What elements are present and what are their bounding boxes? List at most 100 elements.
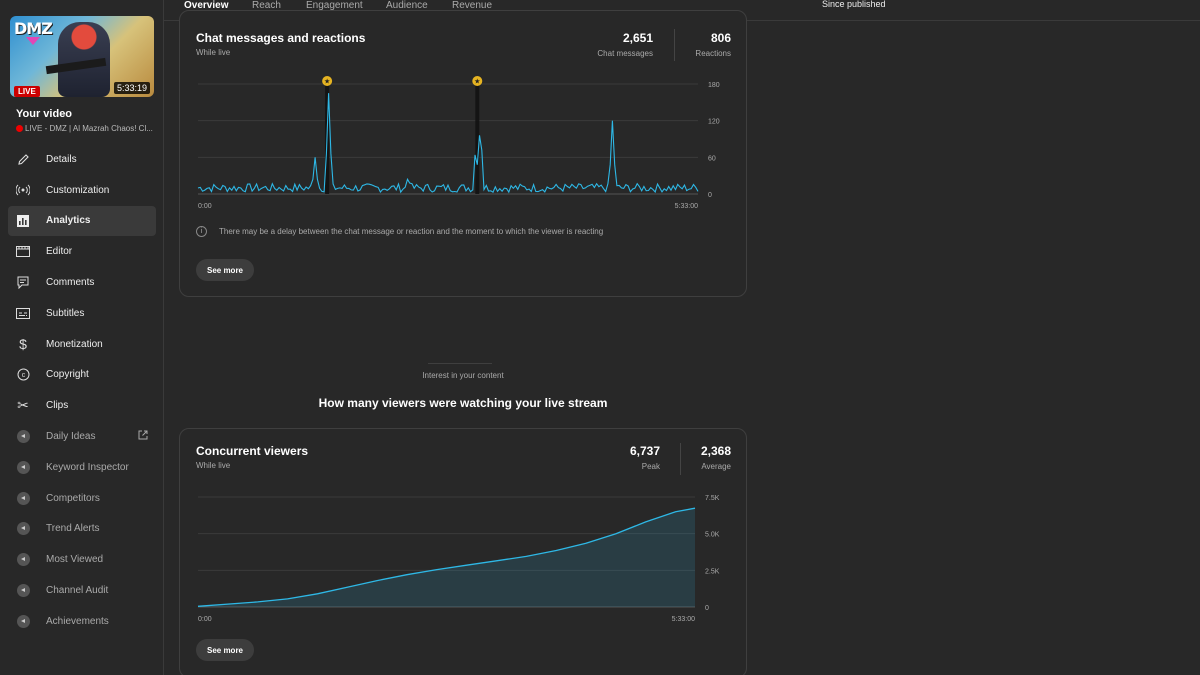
- extension-icon: [16, 553, 30, 567]
- sidebar-item-subtitles[interactable]: Subtitles: [8, 298, 156, 329]
- chat-messages-stat: 2,651 Chat messages: [597, 31, 653, 58]
- average-stat: 2,368 Average: [701, 444, 731, 471]
- star-glyph: ★: [324, 78, 330, 86]
- stat-label: Peak: [641, 462, 660, 471]
- y-tick-label: 7.5K: [705, 495, 720, 502]
- sidebar-item-clips[interactable]: ✂ Clips: [8, 390, 156, 421]
- sidebar: DMZ LIVE 5:33:19 Your video LIVE - DMZ |…: [0, 0, 164, 675]
- sidebar-item-copyright[interactable]: c Copyright: [8, 360, 156, 391]
- tab-engagement[interactable]: Engagement: [306, 0, 363, 11]
- tab-revenue[interactable]: Revenue: [452, 0, 493, 11]
- duration-badge: 5:33:19: [113, 82, 150, 94]
- sidebar-item-details[interactable]: Details: [8, 144, 156, 175]
- extension-icon: [16, 430, 30, 444]
- live-dot-icon: [16, 125, 23, 132]
- chat-series-line: [197, 93, 699, 194]
- card-subtitle: While live: [196, 461, 231, 470]
- sidebar-item-monetization[interactable]: $ Monetization: [8, 329, 156, 360]
- sidebar-nav: Details Customization Analytics Editor C…: [8, 144, 156, 637]
- extension-icon: [16, 460, 30, 474]
- sidebar-item-label: Competitors: [46, 492, 100, 504]
- sidebar-item-keyword-inspector[interactable]: Keyword Inspector: [8, 452, 156, 483]
- y-tick-label: 0: [708, 192, 712, 199]
- sidebar-item-competitors[interactable]: Competitors: [8, 483, 156, 514]
- copyright-icon: c: [16, 368, 30, 382]
- stat-divider: [674, 29, 675, 61]
- sidebar-item-label: Achievements: [46, 615, 109, 627]
- tab-overview[interactable]: Overview: [184, 0, 229, 11]
- extension-icon: [16, 491, 30, 505]
- y-tick-label: 120: [708, 119, 720, 126]
- sidebar-item-daily-ideas[interactable]: Daily Ideas: [8, 421, 156, 452]
- sidebar-item-achievements[interactable]: Achievements: [8, 606, 156, 637]
- sidebar-item-label: Copyright: [46, 369, 89, 381]
- sidebar-item-label: Channel Audit: [46, 585, 109, 597]
- stat-divider: [680, 443, 681, 475]
- sidebar-item-label: Subtitles: [46, 307, 85, 319]
- viewers-series-line: [197, 507, 696, 607]
- info-text: There may be a delay between the chat me…: [219, 227, 604, 236]
- x-tick-label: 0:00: [198, 203, 212, 210]
- sidebar-item-channel-audit[interactable]: Channel Audit: [8, 575, 156, 606]
- your-video-label: Your video: [16, 108, 73, 120]
- stat-label: Chat messages: [597, 49, 653, 58]
- sidebar-item-most-viewed[interactable]: Most Viewed: [8, 544, 156, 575]
- reactions-stat: 806 Reactions: [695, 31, 731, 58]
- see-more-button[interactable]: See more: [196, 639, 254, 661]
- y-tick-label: 180: [708, 82, 720, 89]
- sidebar-item-label: Keyword Inspector: [46, 461, 129, 473]
- dollar-icon: $: [19, 336, 27, 353]
- viewers-area-fill: [198, 508, 695, 607]
- extension-icon: [16, 614, 30, 628]
- x-tick-label: 5:33:00: [672, 616, 695, 623]
- thumbnail-logo: DMZ: [14, 19, 53, 38]
- pencil-icon: [16, 152, 30, 166]
- chat-reactions-chart[interactable]: 180 120 60 0 ★ ★ 0:00 5:33:00: [180, 71, 746, 216]
- sidebar-item-trend-alerts[interactable]: Trend Alerts: [8, 514, 156, 545]
- sidebar-item-label: Monetization: [46, 338, 103, 350]
- section-heading: How many viewers were watching your live…: [318, 396, 608, 410]
- info-icon: i: [196, 226, 207, 237]
- sidebar-item-customization[interactable]: Customization: [8, 175, 156, 206]
- y-tick-label: 60: [708, 155, 716, 162]
- y-tick-label: 5.0K: [705, 532, 720, 539]
- sidebar-item-editor[interactable]: Editor: [8, 236, 156, 267]
- sidebar-item-analytics[interactable]: Analytics: [8, 205, 156, 237]
- card-subtitle: While live: [196, 48, 231, 57]
- sidebar-item-label: Editor: [46, 246, 73, 258]
- video-title[interactable]: LIVE - DMZ | Al Mazrah Chaos! Cl...: [16, 124, 156, 133]
- y-tick-label: 0: [705, 605, 709, 612]
- section-divider: [428, 363, 492, 364]
- stat-value: 806: [710, 31, 731, 45]
- sidebar-item-label: Details: [46, 153, 77, 165]
- sidebar-item-label: Analytics: [46, 215, 91, 227]
- sidebar-item-label: Trend Alerts: [46, 523, 100, 535]
- star-marker-icon: [472, 76, 483, 86]
- y-tick-label: 2.5K: [705, 568, 720, 575]
- sidebar-item-comments[interactable]: Comments: [8, 267, 156, 298]
- thumbnail-logo-arrow: [26, 37, 40, 45]
- stat-label: Average: [701, 462, 731, 471]
- concurrent-viewers-chart[interactable]: 7.5K 5.0K 2.5K 0 0:00 5:33:00: [180, 489, 746, 624]
- video-title-text: LIVE - DMZ | Al Mazrah Chaos! Cl...: [25, 124, 153, 133]
- see-more-button[interactable]: See more: [196, 259, 254, 281]
- delay-info: i There may be a delay between the chat …: [196, 226, 603, 237]
- since-published-label: Since published: [822, 0, 886, 9]
- external-link-icon[interactable]: [138, 430, 148, 443]
- broadcast-icon: [16, 183, 30, 197]
- extension-icon: [16, 584, 30, 598]
- card-title: Concurrent viewers: [196, 444, 309, 458]
- stat-label: Reactions: [695, 49, 731, 58]
- stat-value: 6,737: [629, 444, 660, 458]
- tab-audience[interactable]: Audience: [386, 0, 428, 11]
- video-thumbnail[interactable]: DMZ LIVE 5:33:19: [10, 16, 154, 97]
- extension-icon: [16, 522, 30, 536]
- x-tick-label: 5:33:00: [675, 203, 698, 210]
- stat-value: 2,651: [622, 31, 653, 45]
- star-marker-icon: [322, 76, 333, 86]
- card-title: Chat messages and reactions: [196, 31, 366, 45]
- x-tick-label: 0:00: [198, 616, 212, 623]
- subtitles-icon: [16, 306, 30, 320]
- live-badge: LIVE: [14, 86, 40, 97]
- tab-reach[interactable]: Reach: [252, 0, 281, 11]
